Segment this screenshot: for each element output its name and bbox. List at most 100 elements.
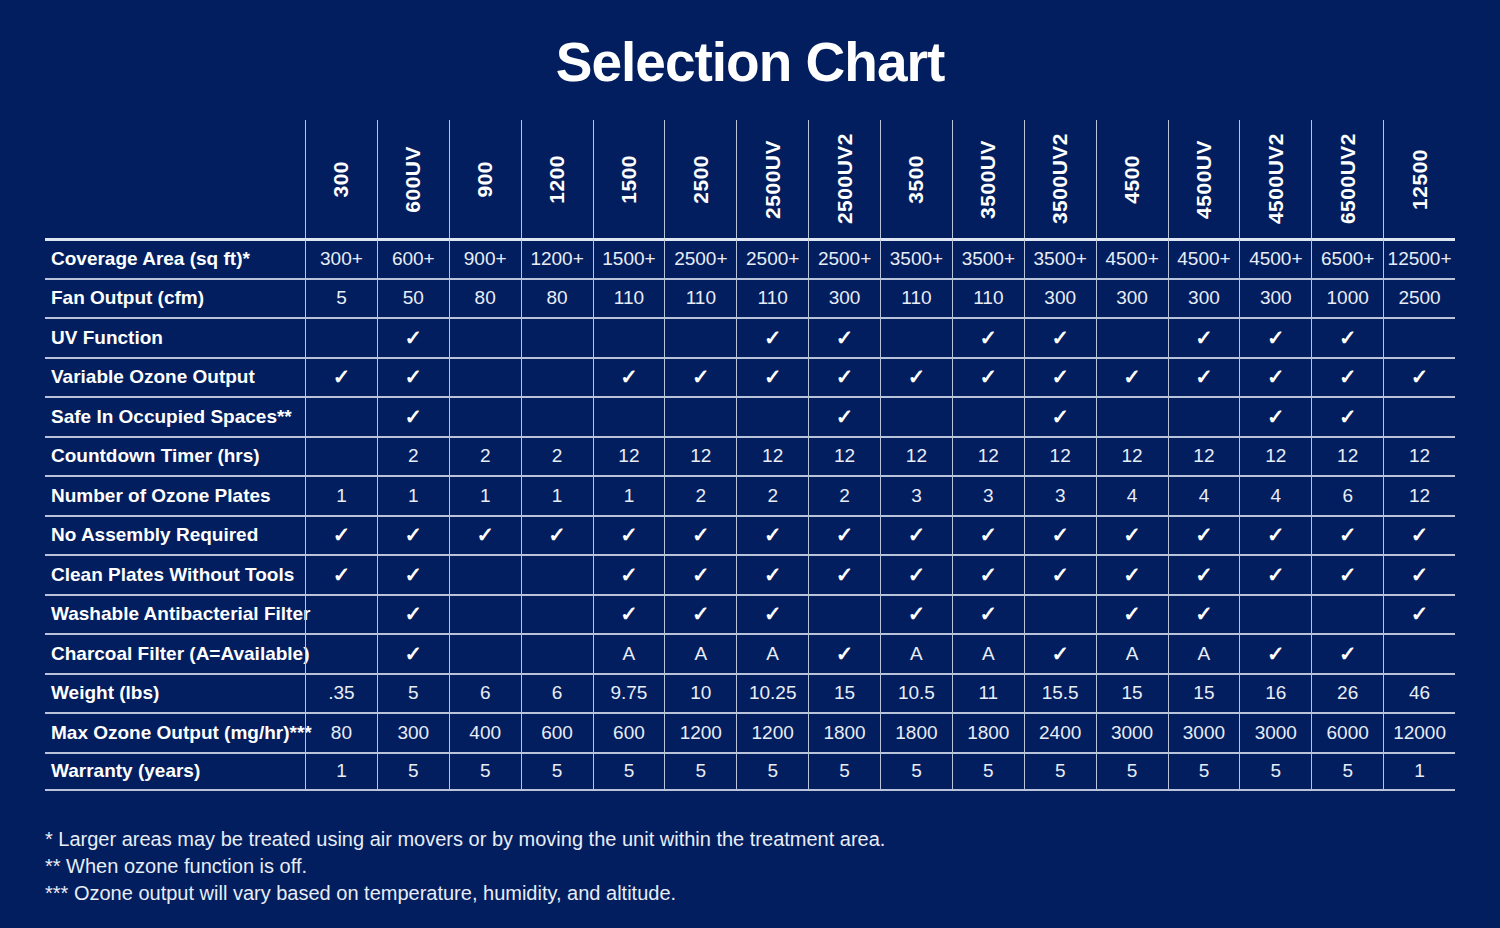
- table-cell: 5: [1168, 752, 1240, 792]
- table-cell: 1: [521, 475, 593, 515]
- selection-table: 300600UV9001200150025002500UV2500UV23500…: [45, 120, 1455, 791]
- column-header: 600UV: [377, 120, 449, 238]
- check-icon: ✓: [808, 357, 880, 397]
- row-label: UV Function: [45, 317, 305, 357]
- check-icon: ✓: [1168, 317, 1240, 357]
- table-cell: [521, 633, 593, 673]
- footnote: * Larger areas may be treated using air …: [45, 827, 1455, 852]
- check-icon: ✓: [952, 317, 1024, 357]
- row-label: Fan Output (cfm): [45, 278, 305, 318]
- column-header-label: 3500UV: [976, 140, 1000, 219]
- column-header: 900: [449, 120, 521, 238]
- table-cell: [664, 396, 736, 436]
- column-header-label: 600UV: [401, 146, 425, 213]
- check-icon: ✓: [449, 515, 521, 555]
- table-cell: 1000: [1311, 278, 1383, 318]
- table-cell: [305, 396, 377, 436]
- table-cell: 300: [1168, 278, 1240, 318]
- footnote: ** When ozone function is off.: [45, 854, 1455, 879]
- table-cell: 1200: [664, 712, 736, 752]
- table-cell: 15: [1168, 673, 1240, 713]
- table-cell: [449, 633, 521, 673]
- table-cell: 5: [1096, 752, 1168, 792]
- table-cell: 5: [449, 752, 521, 792]
- check-icon: ✓: [377, 357, 449, 397]
- check-icon: ✓: [808, 633, 880, 673]
- table-cell: 12: [736, 436, 808, 476]
- table-cell: 2: [664, 475, 736, 515]
- row-label: No Assembly Required: [45, 515, 305, 555]
- table-cell: 12: [1311, 436, 1383, 476]
- table-cell: 2400: [1024, 712, 1096, 752]
- check-icon: ✓: [1311, 633, 1383, 673]
- row-label: Weight (lbs): [45, 673, 305, 713]
- table-cell: 1500+: [593, 238, 665, 278]
- column-header-label: 2500UV2: [833, 133, 857, 224]
- table-cell: 110: [593, 278, 665, 318]
- table-cell: 46: [1383, 673, 1455, 713]
- table-cell: 300: [377, 712, 449, 752]
- table-cell: [449, 594, 521, 634]
- table-cell: 3: [1024, 475, 1096, 515]
- check-icon: ✓: [736, 515, 808, 555]
- table-cell: 5: [1024, 752, 1096, 792]
- check-icon: ✓: [305, 357, 377, 397]
- column-header: 3500UV: [952, 120, 1024, 238]
- check-icon: ✓: [593, 594, 665, 634]
- table-cell: 12: [1168, 436, 1240, 476]
- table-cell: 3: [952, 475, 1024, 515]
- check-icon: ✓: [1096, 515, 1168, 555]
- check-icon: ✓: [1311, 515, 1383, 555]
- column-header: 4500UV: [1168, 120, 1240, 238]
- column-header: 1200: [521, 120, 593, 238]
- row-label: Washable Antibacterial Filter: [45, 594, 305, 634]
- table-cell: 5: [377, 673, 449, 713]
- table-cell: [1383, 633, 1455, 673]
- table-cell: 3000: [1096, 712, 1168, 752]
- table-cell: [1311, 594, 1383, 634]
- footnote: *** Ozone output will vary based on temp…: [45, 881, 1455, 906]
- check-icon: ✓: [1024, 357, 1096, 397]
- table-cell: [1383, 396, 1455, 436]
- table-cell: 2500+: [736, 238, 808, 278]
- table-cell: 600: [593, 712, 665, 752]
- table-cell: 12: [880, 436, 952, 476]
- table-cell: [593, 317, 665, 357]
- row-label: Charcoal Filter (A=Available): [45, 633, 305, 673]
- column-header: 4500UV2: [1239, 120, 1311, 238]
- table-cell: 2500: [1383, 278, 1455, 318]
- table-cell: 50: [377, 278, 449, 318]
- check-icon: ✓: [952, 515, 1024, 555]
- page-title: Selection Chart: [0, 30, 1500, 94]
- table-cell: [305, 317, 377, 357]
- table-cell: 5: [521, 752, 593, 792]
- column-header-label: 3500UV2: [1048, 133, 1072, 224]
- check-icon: ✓: [305, 554, 377, 594]
- table-cell: 1: [593, 475, 665, 515]
- check-icon: ✓: [664, 594, 736, 634]
- check-icon: ✓: [664, 554, 736, 594]
- check-icon: ✓: [952, 357, 1024, 397]
- table-cell: 300: [808, 278, 880, 318]
- check-icon: ✓: [1024, 317, 1096, 357]
- table-cell: 15.5: [1024, 673, 1096, 713]
- table-cell: 5: [808, 752, 880, 792]
- table-cell: 9.75: [593, 673, 665, 713]
- table-cell: [880, 317, 952, 357]
- table-cell: 1: [305, 475, 377, 515]
- table-cell: 1: [1383, 752, 1455, 792]
- check-icon: ✓: [521, 515, 593, 555]
- table-cell: 16: [1239, 673, 1311, 713]
- check-icon: ✓: [1096, 357, 1168, 397]
- table-cell: 15: [1096, 673, 1168, 713]
- table-cell: 110: [880, 278, 952, 318]
- check-icon: ✓: [377, 554, 449, 594]
- table-cell: 5: [664, 752, 736, 792]
- table-cell: [808, 594, 880, 634]
- table-cell: [521, 396, 593, 436]
- table-cell: 1: [449, 475, 521, 515]
- check-icon: ✓: [880, 594, 952, 634]
- selection-chart-page: Selection Chart 300600UV9001200150025002…: [0, 0, 1500, 928]
- table-cell: 5: [880, 752, 952, 792]
- table-cell: 4500+: [1168, 238, 1240, 278]
